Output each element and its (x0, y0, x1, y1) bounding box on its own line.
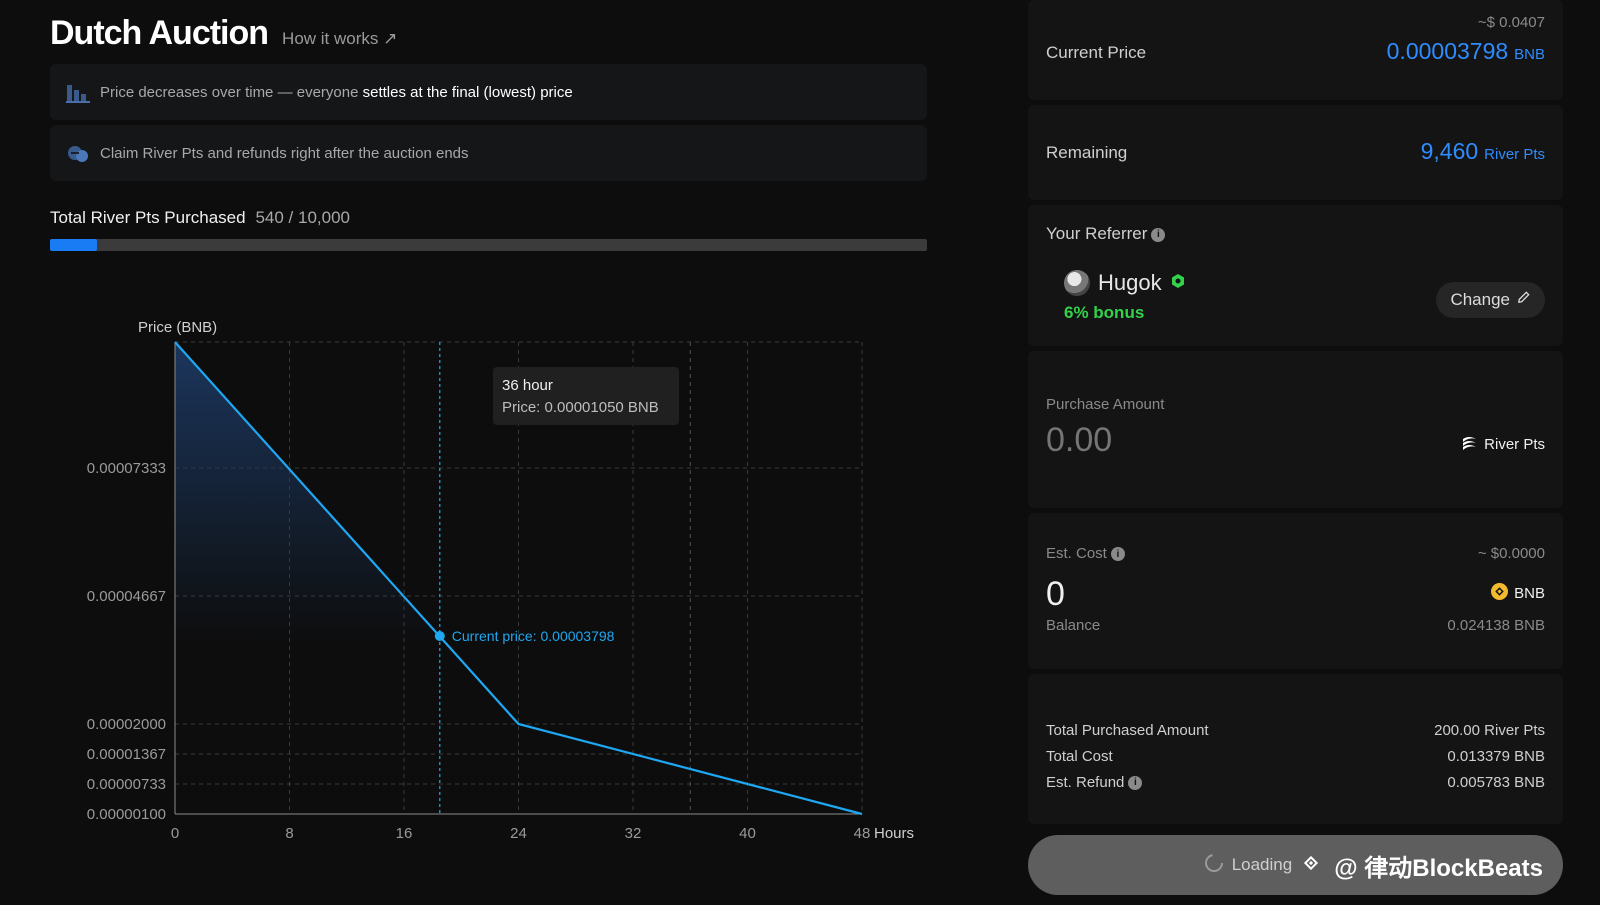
referrer-label: Your Referrer (1046, 224, 1148, 243)
how-it-works-link[interactable]: How it works ↗ (282, 29, 398, 48)
tooltip-title: 36 hour (502, 377, 553, 394)
x-tick-label: 16 (396, 825, 413, 842)
referrer-name: Hugok (1098, 270, 1162, 295)
remaining-unit: River Pts (1484, 146, 1545, 163)
progress-count: 540 / 10,000 (255, 208, 350, 227)
referrer-panel: Your Referrer i Hugok 6% bonus Change (1028, 205, 1563, 346)
total-cost-value: 0.013379 BNB (1447, 747, 1545, 765)
buy-button[interactable]: Loading @ 律动BlockBeats (1028, 835, 1563, 895)
x-tick-label: 8 (285, 825, 293, 842)
current-price-unit: BNB (1514, 46, 1545, 63)
bnb-logo-icon (1491, 583, 1509, 604)
info-text-1: Price decreases over time — everyone (100, 83, 363, 101)
river-logo-icon (1461, 434, 1478, 455)
y-tick-label: 0.00000100 (87, 806, 166, 823)
change-label: Change (1450, 290, 1510, 309)
est-cost-token-label: BNB (1514, 585, 1545, 602)
page-title: Dutch Auction (50, 14, 269, 52)
purchase-amount-input[interactable] (1046, 421, 1346, 460)
total-cost-row: Total Cost 0.013379 BNB (1046, 743, 1545, 769)
est-cost-label: Est. Cost (1046, 545, 1107, 562)
info-text-1-highlight: settles at the final (lowest) price (362, 83, 573, 101)
info-text-2: Claim River Pts and refunds right after … (100, 144, 469, 162)
pencil-icon (1516, 290, 1531, 310)
progress-label: Total River Pts Purchased (50, 208, 246, 227)
price-line (174, 341, 863, 816)
current-price-point[interactable] (434, 631, 445, 642)
y-axis-title: Price (BNB) (138, 319, 217, 336)
purchase-amount-panel: Purchase Amount River Pts (1028, 351, 1563, 508)
est-refund-row: Est. Refund i 0.005783 BNB (1046, 769, 1545, 795)
remaining-value: 9,460 (1420, 138, 1479, 164)
purchase-sidebar: ~$ 0.0407 Current Price 0.00003798 BNB R… (1027, 0, 1600, 905)
totals-panel: Total Purchased Amount 200.00 River Pts … (1028, 674, 1563, 824)
y-tick-label: 0.00004667 (87, 588, 166, 605)
progress-fill (50, 239, 98, 251)
info-icon[interactable]: i (1151, 227, 1166, 242)
watermark-text: @ 律动BlockBeats (1334, 854, 1543, 882)
chart-ticks: 0.00007333 0.00004667 0.00002000 0.00001367… (87, 460, 871, 842)
current-price-value: 0.00003798 (1386, 38, 1509, 64)
y-tick-label: 0.00002000 (87, 716, 166, 733)
x-tick-label: 0 (171, 825, 179, 842)
current-price-usd: ~$ 0.0407 (1477, 14, 1545, 31)
price-chart[interactable]: Current price: 0.00003798 Price (BNB) 36… (0, 300, 960, 860)
est-cost-usd: ~ $0.0000 (1477, 545, 1545, 562)
chart-axes (174, 342, 862, 815)
purchase-token-label: River Pts (1484, 436, 1545, 453)
remaining-label: Remaining (1046, 143, 1128, 162)
total-cost-label: Total Cost (1046, 747, 1113, 765)
remaining-panel: Remaining 9,460 River Pts (1028, 105, 1563, 200)
purchase-token: River Pts (1461, 434, 1545, 455)
binance-logo-icon (1300, 852, 1322, 879)
chart-tooltip: 36 hour Price: 0.00001050 BNB (493, 367, 679, 425)
balance-label: Balance (1046, 617, 1101, 634)
referrer-bonus: 6% bonus (1064, 303, 1145, 322)
x-tick-label: 48 (854, 825, 871, 842)
est-cost-token: BNB (1491, 583, 1545, 604)
bar-chart-icon (66, 81, 90, 103)
info-icon[interactable]: i (1128, 775, 1143, 790)
header: Dutch Auction How it works ↗ (50, 14, 397, 53)
avatar (1064, 270, 1090, 296)
y-tick-label: 0.00007333 (87, 460, 166, 477)
change-referrer-button[interactable]: Change (1436, 282, 1545, 318)
est-cost-panel: Est. Cost i ~ $0.0000 0 BNB Balance 0.024… (1028, 513, 1563, 669)
x-axis-unit: Hours (874, 825, 914, 842)
verified-badge-icon (1170, 273, 1186, 294)
coins-icon (66, 142, 90, 164)
total-purchased-label: Total Purchased Amount (1046, 721, 1209, 739)
progress-bar (50, 239, 927, 251)
est-cost-value: 0 (1046, 575, 1065, 613)
est-refund-value: 0.005783 BNB (1447, 773, 1545, 791)
current-price-label: Current Price (1046, 43, 1147, 62)
x-tick-label: 40 (739, 825, 756, 842)
current-price-label: Current price: 0.00003798 (452, 628, 615, 644)
x-tick-label: 32 (625, 825, 642, 842)
y-tick-label: 0.00000733 (87, 776, 166, 793)
info-icon[interactable]: i (1110, 547, 1125, 562)
purchase-amount-label: Purchase Amount (1046, 396, 1165, 413)
auction-main: Dutch Auction How it works ↗ Price decre… (0, 14, 960, 860)
total-purchased-value: 200.00 River Pts (1434, 721, 1545, 739)
y-tick-label: 0.00001367 (87, 746, 166, 763)
info-card-price: Price decreases over time — everyone set… (50, 64, 927, 120)
total-purchased-row: Total Purchased Amount 200.00 River Pts (1046, 717, 1545, 743)
balance-value: 0.024138 BNB (1447, 617, 1545, 634)
tooltip-price: Price: 0.00001050 BNB (502, 399, 659, 416)
loading-label: Loading (1231, 855, 1293, 874)
est-refund-label: Est. Refund (1046, 773, 1125, 791)
current-price-panel: ~$ 0.0407 Current Price 0.00003798 BNB (1028, 0, 1563, 100)
spinner-icon (1204, 853, 1224, 878)
x-tick-label: 24 (510, 825, 527, 842)
info-card-claim: Claim River Pts and refunds right after … (50, 125, 927, 181)
chart-area-fill (175, 342, 440, 644)
